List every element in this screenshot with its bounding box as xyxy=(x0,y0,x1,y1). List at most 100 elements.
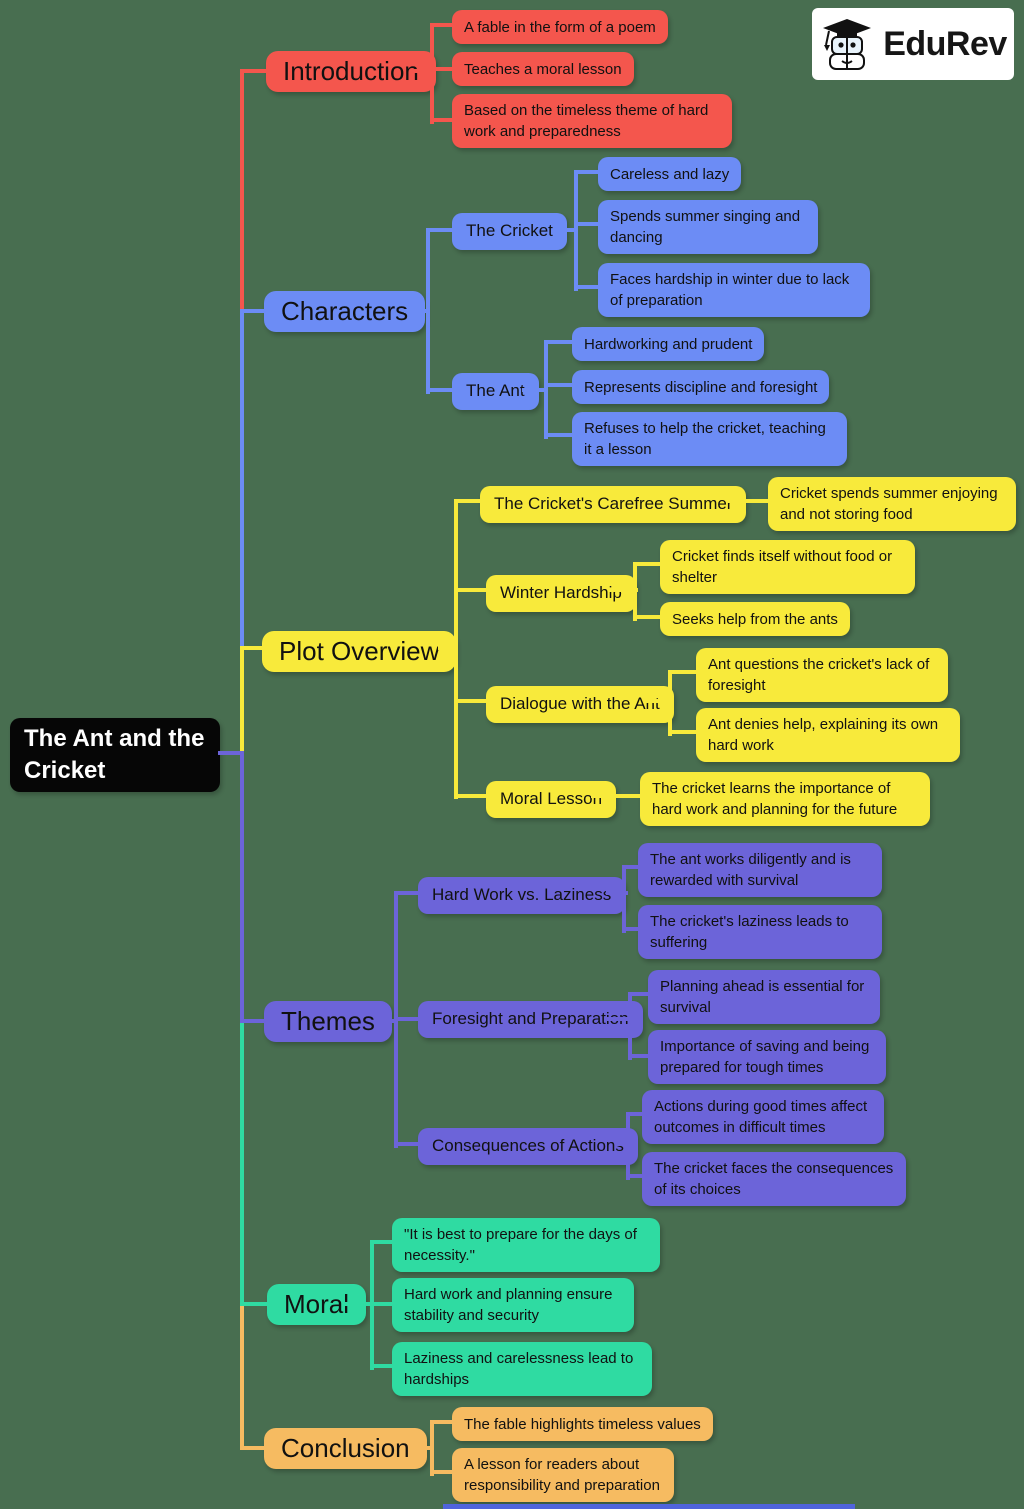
connector-line xyxy=(430,118,454,122)
connector-line xyxy=(240,69,270,73)
subbranch-dialogue-with-ant[interactable]: Dialogue with the Ant xyxy=(486,686,674,723)
connector-line xyxy=(626,1112,630,1180)
connector-line xyxy=(628,1054,650,1058)
connector-line xyxy=(430,1420,434,1476)
connector-line xyxy=(608,588,638,592)
leaf-node[interactable]: A lesson for readers about responsibilit… xyxy=(452,1448,674,1502)
branch-characters[interactable]: Characters xyxy=(264,291,426,332)
branch-themes[interactable]: Themes xyxy=(264,1001,392,1042)
connector-line xyxy=(628,992,632,1060)
connector-line xyxy=(574,222,600,226)
leaf-node[interactable]: The cricket learns the importance of har… xyxy=(640,772,930,826)
connector-line xyxy=(668,670,698,674)
root-node[interactable]: The Ant and the Cricket xyxy=(10,718,220,792)
connector-line xyxy=(633,615,662,619)
connector-line xyxy=(454,499,458,799)
connector-line xyxy=(544,340,548,439)
leaf-node[interactable]: Importance of saving and being prepared … xyxy=(648,1030,886,1084)
edurev-logo[interactable]: EduRev xyxy=(812,8,1014,80)
leaf-node[interactable]: The cricket's laziness leads to sufferin… xyxy=(638,905,882,959)
connector-line xyxy=(240,69,244,314)
connector-line xyxy=(616,1142,632,1146)
leaf-node[interactable]: The fable highlights timeless values xyxy=(452,1407,713,1441)
leaf-node[interactable]: Spends summer singing and dancing xyxy=(598,200,818,254)
connector-line xyxy=(633,562,637,621)
subbranch-consequences-of-actions[interactable]: Consequences of Actions xyxy=(418,1128,638,1165)
leaf-node[interactable]: Faces hardship in winter due to lack of … xyxy=(598,263,870,317)
connector-line xyxy=(240,646,244,755)
connector-line xyxy=(554,228,578,232)
subbranch-winter-hardship[interactable]: Winter Hardship xyxy=(486,575,636,612)
connector-line xyxy=(218,751,244,755)
connector-line xyxy=(240,646,266,650)
connector-line xyxy=(240,309,244,650)
connector-line xyxy=(394,1017,420,1021)
leaf-node[interactable]: Cricket finds itself without food or she… xyxy=(660,540,915,594)
leaf-node[interactable]: Represents discipline and foresight xyxy=(572,370,830,404)
connector-line xyxy=(454,699,488,703)
leaf-node[interactable]: A fable in the form of a poem xyxy=(452,10,668,44)
connector-line xyxy=(438,646,458,650)
connector-line xyxy=(430,67,454,71)
leaf-node[interactable]: Careless and lazy xyxy=(598,157,742,191)
leaf-node[interactable]: Actions during good times affect outcome… xyxy=(642,1090,884,1144)
edurev-logo-text: EduRev xyxy=(883,24,1007,63)
leaf-node[interactable]: Ant denies help, explaining its own hard… xyxy=(696,708,960,762)
connector-line xyxy=(240,1446,268,1450)
connector-line xyxy=(370,1364,394,1368)
leaf-node[interactable]: Ant questions the cricket's lack of fore… xyxy=(696,648,948,702)
connector-line xyxy=(668,670,672,736)
leaf-node[interactable]: Refuses to help the cricket, teaching it… xyxy=(572,412,847,466)
subbranch-moral-lesson[interactable]: Moral Lesson xyxy=(486,781,617,818)
connector-line xyxy=(240,1302,244,1450)
connector-line xyxy=(426,228,430,394)
connector-line xyxy=(591,794,642,798)
connector-line xyxy=(240,1019,268,1023)
connector-line xyxy=(430,23,434,124)
connector-line xyxy=(240,751,244,1023)
connector-line xyxy=(574,285,600,289)
subbranch-foresight-preparation[interactable]: Foresight and Preparation xyxy=(418,1001,643,1038)
leaf-node[interactable]: The ant works diligently and is rewarded… xyxy=(638,843,882,897)
connector-line xyxy=(726,499,770,503)
connector-line xyxy=(574,170,578,291)
connector-line xyxy=(404,309,430,313)
leaf-node[interactable]: Based on the timeless theme of hard work… xyxy=(452,94,732,148)
connector-line xyxy=(370,1302,394,1306)
subbranch-hard-work-vs-laziness[interactable]: Hard Work vs. Laziness xyxy=(418,877,626,914)
connector-line xyxy=(370,1240,394,1244)
edurev-mascot-icon xyxy=(819,15,875,73)
connector-line xyxy=(574,170,600,174)
leaf-node[interactable]: Seeks help from the ants xyxy=(660,602,850,636)
leaf-node[interactable]: Hardworking and prudent xyxy=(572,327,765,361)
leaf-node[interactable]: The cricket faces the consequences of it… xyxy=(642,1152,906,1206)
leaf-node[interactable]: "It is best to prepare for the days of n… xyxy=(392,1218,660,1272)
connector-line xyxy=(544,383,574,387)
connector-line xyxy=(430,23,454,27)
connector-line xyxy=(240,1302,271,1306)
connector-line xyxy=(345,1302,375,1306)
connector-line xyxy=(430,1470,454,1474)
connector-line xyxy=(622,865,640,869)
branch-plot-overview[interactable]: Plot Overview xyxy=(262,631,457,672)
subbranch-the-cricket[interactable]: The Cricket xyxy=(452,213,567,250)
leaf-node[interactable]: Cricket spends summer enjoying and not s… xyxy=(768,477,1016,531)
leaf-node[interactable]: Planning ahead is essential for survival xyxy=(648,970,880,1024)
connector-line xyxy=(408,1446,434,1450)
branch-conclusion[interactable]: Conclusion xyxy=(264,1428,427,1469)
leaf-node[interactable]: Laziness and carelessness lead to hardsh… xyxy=(392,1342,652,1396)
connector-line xyxy=(622,927,640,931)
leaf-node[interactable]: Teaches a moral lesson xyxy=(452,52,634,86)
connector-line xyxy=(454,794,488,798)
leaf-node[interactable]: Hard work and planning ensure stability … xyxy=(392,1278,634,1332)
connector-line xyxy=(544,433,574,437)
connector-line xyxy=(644,699,673,703)
connector-line xyxy=(410,69,434,73)
connector-line xyxy=(374,1019,398,1023)
connector-line xyxy=(240,309,268,313)
subbranch-carefree-summer[interactable]: The Cricket's Carefree Summer xyxy=(480,486,747,523)
connector-line xyxy=(522,388,548,392)
branch-introduction[interactable]: Introduction xyxy=(266,51,436,92)
connector-line xyxy=(394,1142,420,1146)
connector-line xyxy=(430,1420,454,1424)
